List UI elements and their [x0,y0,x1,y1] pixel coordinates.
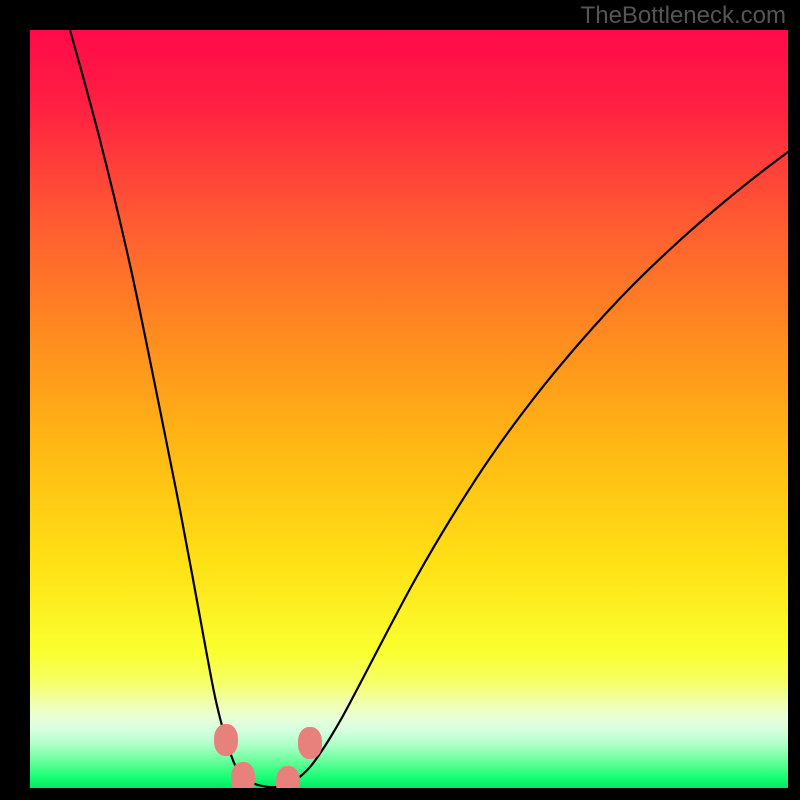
plot-area [30,30,788,788]
curve-marker [231,762,255,788]
gradient-background [30,30,788,788]
curve-marker [276,766,300,788]
curve-marker [214,724,238,756]
curve-marker [298,727,322,759]
watermark-text: TheBottleneck.com [581,2,786,30]
